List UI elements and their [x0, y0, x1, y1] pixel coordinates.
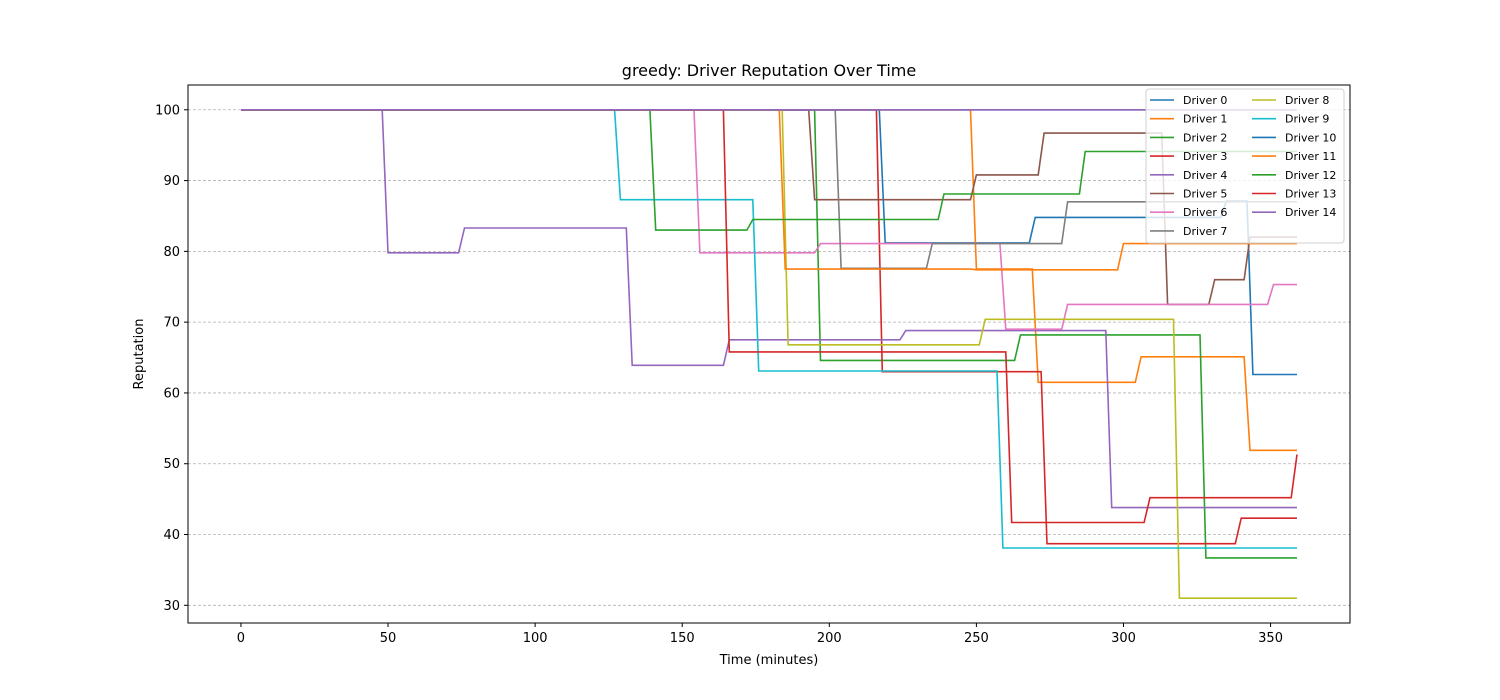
- legend-label: Driver 6: [1183, 206, 1227, 219]
- x-tick-label: 50: [380, 631, 397, 646]
- legend-label: Driver 14: [1285, 206, 1336, 219]
- legend-label: Driver 11: [1285, 150, 1336, 163]
- y-tick-label: 50: [163, 457, 180, 472]
- x-tick-label: 0: [237, 631, 245, 646]
- series-line-driver-1: [241, 109, 1297, 452]
- legend-label: Driver 3: [1183, 150, 1227, 163]
- y-tick-label: 100: [155, 103, 180, 118]
- series-line-driver-3: [241, 109, 1297, 545]
- series-line-driver-8: [241, 109, 1297, 600]
- legend-label: Driver 5: [1183, 188, 1227, 201]
- series-line-driver-11: [241, 109, 1297, 271]
- series-line-driver-12: [241, 109, 1297, 231]
- x-tick-label: 300: [1111, 631, 1136, 646]
- series-line-driver-5: [241, 109, 1297, 306]
- x-tick-label: 350: [1258, 631, 1283, 646]
- y-axis-label: Reputation: [132, 319, 147, 390]
- legend-label: Driver 12: [1285, 169, 1336, 182]
- x-tick-label: 250: [964, 631, 989, 646]
- y-tick-label: 80: [163, 245, 180, 260]
- legend-label: Driver 10: [1285, 131, 1336, 144]
- legend-label: Driver 8: [1285, 94, 1329, 107]
- y-tick-label: 90: [163, 174, 180, 189]
- y-tick-label: 40: [163, 528, 180, 543]
- x-tick-label: 100: [523, 631, 548, 646]
- legend-label: Driver 4: [1183, 169, 1227, 182]
- series-lines: [241, 109, 1298, 600]
- series-line-driver-13: [241, 109, 1298, 524]
- legend-label: Driver 0: [1183, 94, 1227, 107]
- legend-label: Driver 2: [1183, 131, 1227, 144]
- x-tick-label: 150: [670, 631, 695, 646]
- plot-area-frame: [187, 84, 1351, 624]
- x-tick-label: 200: [817, 631, 842, 646]
- x-axis-label: Time (minutes): [719, 653, 819, 668]
- y-tick-label: 30: [163, 599, 180, 614]
- legend-box: [1145, 88, 1345, 244]
- legend-label: Driver 1: [1183, 113, 1227, 126]
- series-line-driver-2: [241, 109, 1297, 559]
- series-line-driver-6: [241, 109, 1297, 331]
- legend-label: Driver 7: [1183, 225, 1227, 238]
- series-line-driver-0: [241, 109, 1297, 376]
- series-line-driver-9: [241, 109, 1297, 549]
- series-line-driver-7: [241, 109, 1297, 270]
- series-line-driver-4: [241, 109, 1297, 509]
- x-axis-ticks: 0 50 100 150 200 250 300 350: [237, 623, 1283, 646]
- legend-label: Driver 9: [1285, 113, 1329, 126]
- y-tick-label: 60: [163, 386, 180, 401]
- legend-label: Driver 13: [1285, 188, 1336, 201]
- chart-title: greedy: Driver Reputation Over Time: [622, 61, 916, 80]
- legend: Driver 0 Driver 1 Driver 2 Driver 3 Driver 4…: [1145, 88, 1345, 244]
- y-tick-label: 70: [163, 316, 180, 331]
- y-axis-ticks: 30 40 50 60 70 80 90 100: [155, 103, 188, 614]
